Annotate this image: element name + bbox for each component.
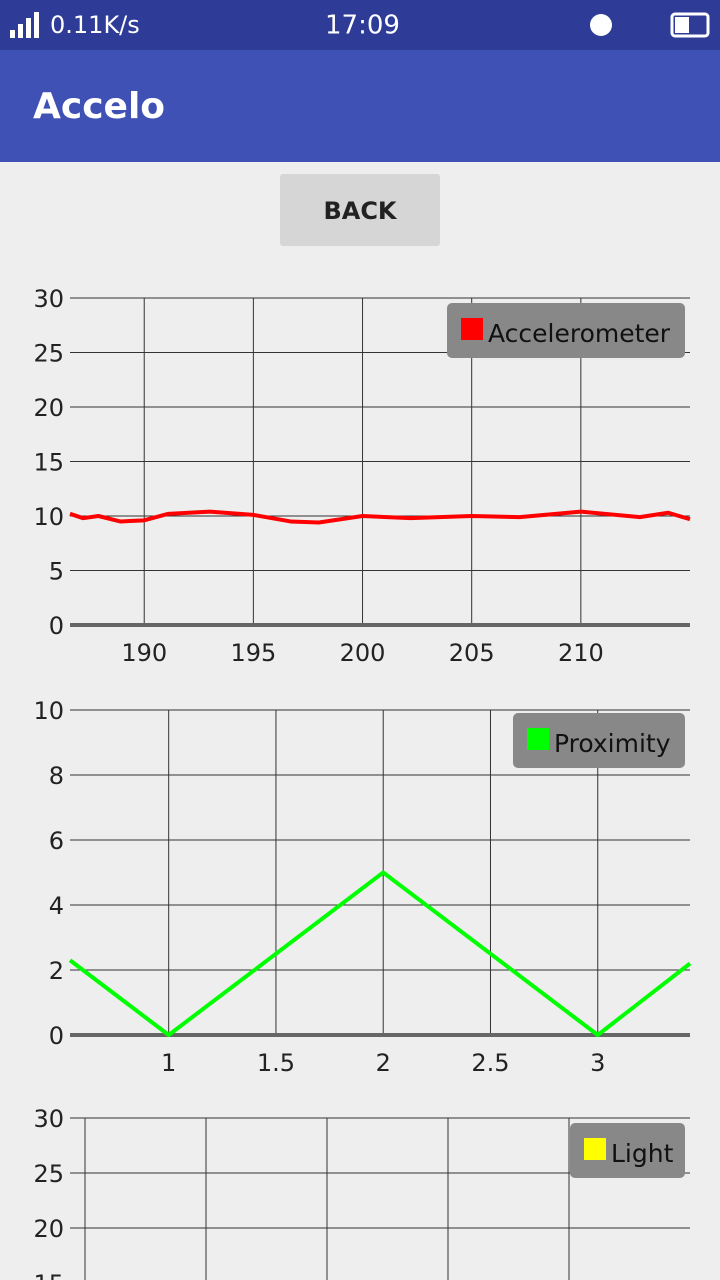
y-tick-label: 4 — [49, 892, 64, 920]
legend-box — [513, 713, 685, 768]
app-bar — [0, 50, 720, 162]
data-line — [69, 509, 691, 525]
y-tick-label: 6 — [49, 827, 64, 855]
battery-level — [675, 17, 689, 33]
legend-box — [447, 303, 685, 358]
back-button-label[interactable]: BACK — [323, 197, 397, 225]
y-tick-label: 25 — [33, 1160, 64, 1188]
clock: 17:09 — [325, 11, 400, 41]
legend-label: Proximity — [554, 729, 671, 758]
legend-swatch — [584, 1138, 606, 1160]
x-tick-label: 205 — [449, 639, 495, 667]
y-tick-label: 25 — [33, 340, 64, 368]
y-tick-label: 20 — [33, 1215, 64, 1243]
y-tick-label: 10 — [33, 697, 64, 725]
back-button[interactable] — [280, 174, 440, 246]
y-tick-label: 30 — [33, 1105, 64, 1133]
y-tick-label: 15 — [33, 449, 64, 477]
y-tick-label: 2 — [49, 957, 64, 985]
y-tick-label: 0 — [49, 1022, 64, 1050]
y-tick-label: 20 — [33, 394, 64, 422]
x-tick-label: 190 — [121, 639, 167, 667]
legend-box — [570, 1123, 685, 1178]
legend-label: Light — [611, 1139, 674, 1168]
x-tick-label: 3 — [590, 1049, 605, 1077]
y-tick-label: 0 — [49, 612, 64, 640]
y-tick-label: 8 — [49, 762, 64, 790]
x-tick-label: 210 — [558, 639, 604, 667]
app-title: Accelo — [33, 86, 165, 127]
y-tick-label: 10 — [33, 503, 64, 531]
x-tick-label: 195 — [230, 639, 276, 667]
legend-label: Accelerometer — [488, 319, 671, 348]
data-line — [68, 870, 692, 1037]
alarm-icon — [590, 14, 612, 36]
signal-icon — [10, 12, 39, 38]
x-tick-label: 1.5 — [257, 1049, 295, 1077]
y-tick-label: 15 — [33, 1270, 64, 1280]
battery-icon — [670, 12, 710, 38]
x-tick-label: 2.5 — [471, 1049, 509, 1077]
network-speed: 0.11K/s — [50, 11, 140, 39]
y-tick-label: 5 — [49, 558, 64, 586]
x-tick-label: 2 — [376, 1049, 391, 1077]
legend-swatch — [527, 728, 549, 750]
x-tick-label: 200 — [340, 639, 386, 667]
y-tick-label: 30 — [33, 285, 64, 313]
x-tick-label: 1 — [161, 1049, 176, 1077]
legend-swatch — [461, 318, 483, 340]
